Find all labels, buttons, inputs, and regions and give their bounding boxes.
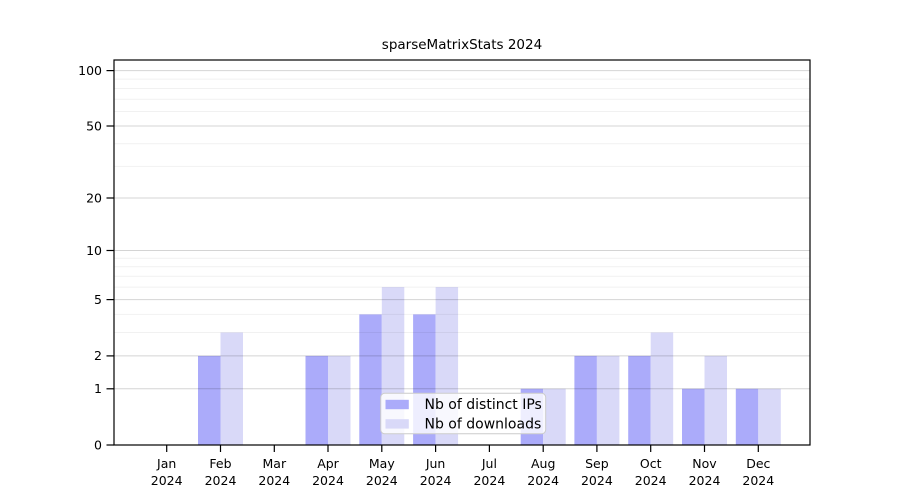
x-tick-label-year: 2024: [151, 473, 183, 488]
legend-label-downloads: Nb of downloads: [425, 416, 542, 432]
x-tick-label-month: Oct: [640, 456, 662, 471]
bar-downloads-feb: [220, 332, 243, 445]
y-tick-label: 2: [94, 348, 102, 363]
bar-distinct-ips-nov: [682, 388, 705, 445]
y-tick-label: 100: [78, 63, 102, 78]
x-tick-label-month: Apr: [317, 456, 339, 471]
bar-downloads-aug: [543, 388, 566, 445]
y-tick-label: 1: [94, 381, 102, 396]
bar-downloads-sep: [596, 355, 620, 445]
bar-distinct-ips-feb: [198, 355, 221, 445]
x-tick-label-month: Jun: [425, 456, 446, 471]
legend-label-distinct-ips: Nb of distinct IPs: [425, 397, 542, 413]
bar-distinct-ips-sep: [574, 355, 597, 445]
bar-distinct-ips-dec: [735, 388, 759, 445]
bar-distinct-ips-may: [359, 314, 382, 445]
x-tick-label-month: Feb: [209, 456, 231, 471]
x-tick-label-year: 2024: [312, 473, 344, 488]
legend-box: [380, 392, 547, 435]
bar-downloads-oct: [650, 332, 674, 445]
legend-swatch-distinct-ips: [385, 399, 409, 410]
x-tick-label-year: 2024: [205, 473, 237, 488]
legend-swatch-downloads: [385, 419, 409, 429]
x-tick-label-month: Aug: [531, 456, 555, 471]
y-tick-label: 5: [94, 292, 102, 307]
plot-frame: [113, 59, 811, 446]
bar-downloads-nov: [704, 355, 727, 445]
x-tick-label-year: 2024: [527, 473, 559, 488]
x-tick-label-month: May: [369, 456, 395, 471]
y-tick-label: 50: [86, 118, 102, 133]
x-tick-label-year: 2024: [258, 473, 290, 488]
x-tick-label-year: 2024: [473, 473, 505, 488]
y-tick-label: 20: [86, 190, 102, 205]
x-tick-label-month: Sep: [585, 456, 609, 471]
x-tick-label-year: 2024: [420, 473, 452, 488]
bar-distinct-ips-oct: [628, 355, 651, 445]
x-tick-label-month: Dec: [746, 456, 770, 471]
x-tick-label-year: 2024: [689, 473, 721, 488]
x-tick-label-year: 2024: [635, 473, 667, 488]
x-tick-label-month: Nov: [692, 456, 717, 471]
y-tick-label: 10: [86, 243, 102, 258]
y-tick-label: 0: [94, 437, 102, 452]
x-tick-label-month: Mar: [263, 456, 287, 471]
x-tick-label-year: 2024: [366, 473, 398, 488]
x-tick-label-year: 2024: [581, 473, 613, 488]
bar-downloads-dec: [758, 388, 781, 445]
bar-distinct-ips-apr: [305, 355, 328, 445]
chart-title: sparseMatrixStats 2024: [381, 37, 543, 53]
x-tick-label-month: Jan: [156, 456, 176, 471]
x-tick-label-month: Jul: [481, 456, 497, 471]
x-tick-label-year: 2024: [742, 473, 774, 488]
bar-downloads-apr: [328, 355, 351, 445]
